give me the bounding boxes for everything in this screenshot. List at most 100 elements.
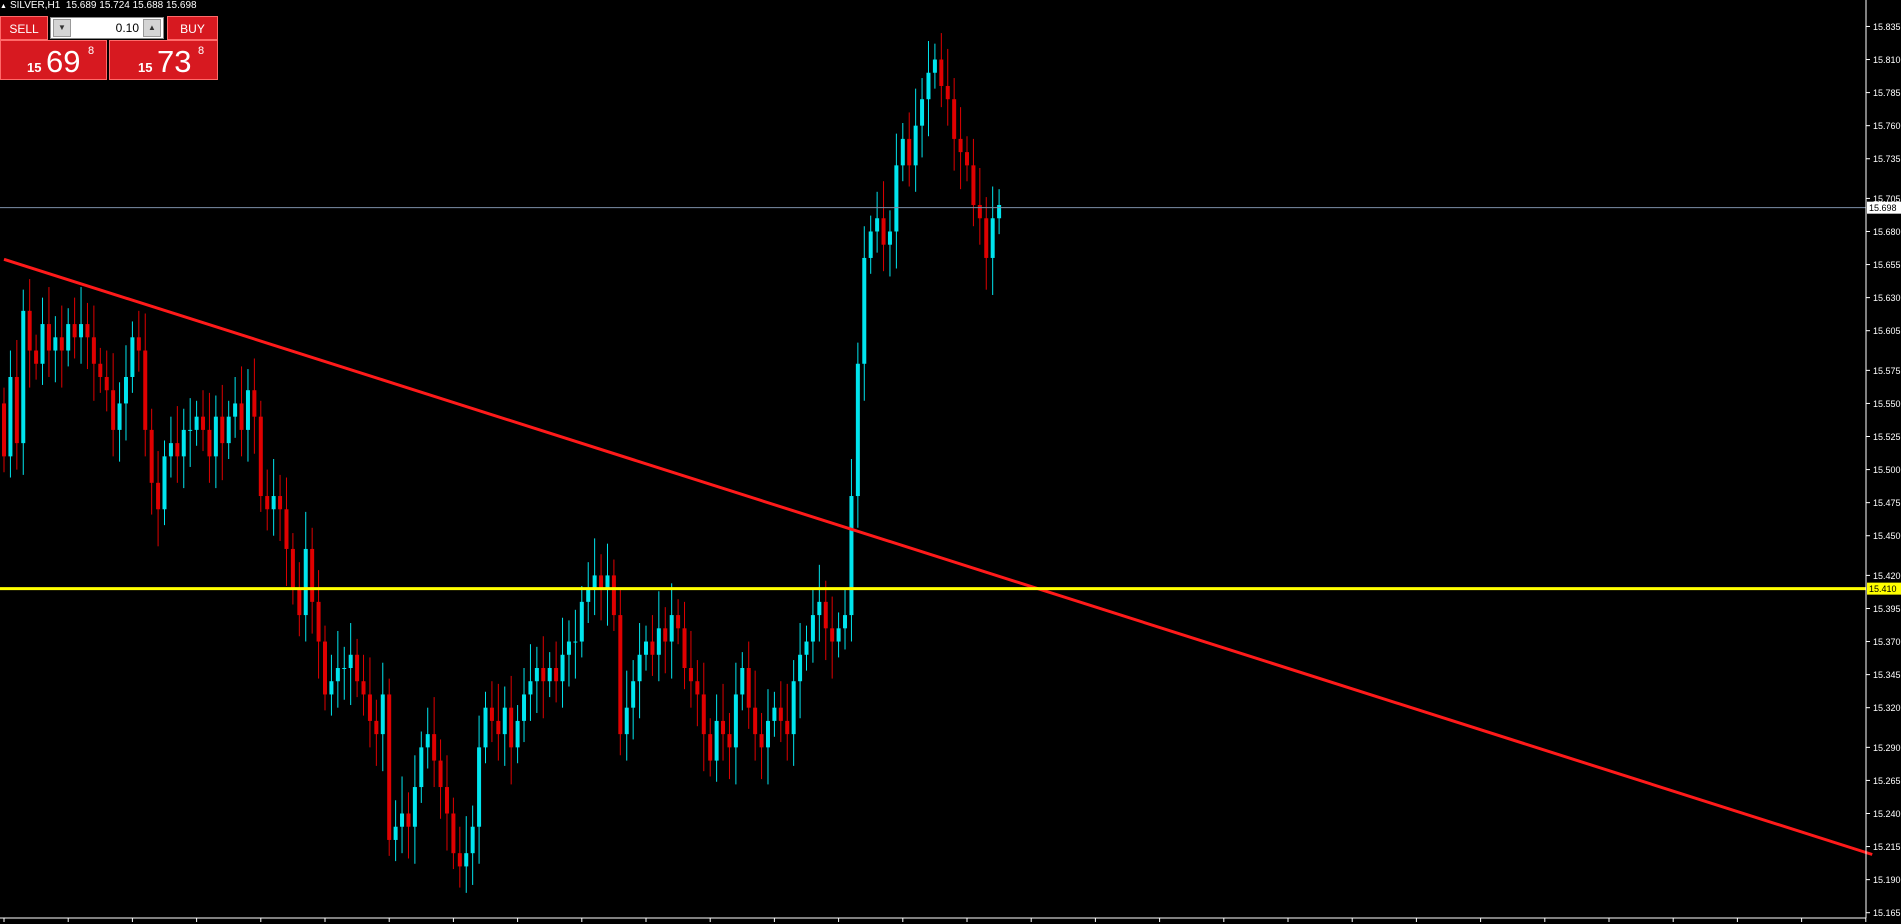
candle-bear bbox=[708, 734, 713, 761]
lot-increase-icon[interactable]: ▲ bbox=[143, 19, 161, 37]
candle-bull bbox=[804, 641, 809, 655]
sell-quote-suffix: 8 bbox=[88, 45, 95, 57]
candle-bull bbox=[932, 59, 937, 73]
candle-bull bbox=[637, 654, 642, 682]
candle-bear bbox=[830, 628, 835, 642]
candle-bear bbox=[759, 734, 764, 748]
candle-bear bbox=[618, 615, 623, 735]
candle-bull bbox=[765, 720, 770, 748]
candle-bull bbox=[226, 416, 231, 444]
candle-bull bbox=[380, 694, 385, 735]
candle-bull bbox=[855, 363, 860, 497]
candle-bull bbox=[245, 390, 250, 430]
candle-bear bbox=[72, 324, 77, 338]
candle-bear bbox=[823, 601, 828, 629]
candles-layer bbox=[2, 33, 1002, 893]
candle-bear bbox=[457, 853, 462, 867]
candle-bear bbox=[881, 218, 886, 245]
candle-bear bbox=[663, 628, 668, 642]
price-tick-label: 15.290 bbox=[1873, 743, 1901, 753]
lot-size-input[interactable]: 0.10 bbox=[115, 21, 139, 35]
candle-bear bbox=[945, 85, 950, 100]
candle-bull bbox=[213, 416, 218, 457]
candle-bull bbox=[843, 615, 848, 629]
candle-bear bbox=[444, 787, 449, 814]
candle-bull bbox=[483, 707, 488, 748]
sell-quote[interactable]: 15 69 8 bbox=[0, 40, 107, 80]
candle-bear bbox=[220, 416, 225, 444]
candle-bear bbox=[239, 403, 244, 430]
price-tick-label: 15.345 bbox=[1873, 670, 1901, 680]
candle-bear bbox=[688, 667, 693, 682]
candle-bull bbox=[502, 707, 507, 735]
candle-bull bbox=[997, 205, 1002, 219]
chart-header: ▲ SILVER,H1 15.689 15.724 15.688 15.698 bbox=[0, 0, 197, 12]
candle-bull bbox=[624, 707, 629, 735]
candle-bear bbox=[971, 165, 976, 206]
candle-bull bbox=[990, 218, 995, 258]
buy-quote-prefix: 15 bbox=[138, 60, 153, 75]
candle-bull bbox=[913, 125, 918, 166]
price-tick-label: 15.450 bbox=[1873, 531, 1901, 541]
price-tick-label: 15.760 bbox=[1873, 121, 1901, 131]
candle-bull bbox=[470, 826, 475, 854]
candle-bull bbox=[798, 654, 803, 682]
candle-bull bbox=[810, 615, 815, 642]
price-tick-label: 15.190 bbox=[1873, 875, 1901, 885]
candle-bear bbox=[554, 667, 559, 682]
candle-bear bbox=[104, 376, 109, 391]
candle-bull bbox=[566, 641, 571, 655]
candle-bear bbox=[387, 694, 392, 840]
collapse-triangle-icon[interactable]: ▲ bbox=[0, 3, 7, 10]
candle-bear bbox=[778, 707, 783, 721]
candle-bull bbox=[849, 496, 854, 616]
candle-bull bbox=[329, 681, 334, 695]
candle-bull bbox=[515, 720, 520, 748]
candle-bull bbox=[894, 165, 899, 232]
price-tick-label: 15.215 bbox=[1873, 842, 1901, 852]
candle-bull bbox=[733, 694, 738, 748]
price-tick-label: 15.475 bbox=[1873, 498, 1901, 508]
candle-bear bbox=[355, 654, 360, 682]
current-price-tag-bg bbox=[1867, 201, 1901, 214]
candle-bear bbox=[265, 496, 270, 510]
candle-bull bbox=[123, 376, 128, 404]
buy-quote-suffix: 8 bbox=[198, 45, 205, 57]
price-tick-label: 15.705 bbox=[1873, 194, 1901, 204]
candle-bull bbox=[605, 575, 610, 589]
candle-bear bbox=[297, 588, 302, 616]
candle-bear bbox=[432, 734, 437, 761]
candle-bear bbox=[59, 337, 64, 351]
candle-bear bbox=[438, 760, 443, 788]
price-tick-label: 15.165 bbox=[1873, 908, 1901, 918]
candle-bull bbox=[900, 138, 905, 166]
candle-bear bbox=[136, 337, 141, 351]
candle-bull bbox=[477, 747, 482, 827]
trendline[interactable] bbox=[3, 257, 1873, 856]
candle-bull bbox=[836, 628, 841, 642]
candle-bull bbox=[8, 376, 13, 457]
candle-bear bbox=[290, 548, 295, 589]
candle-bear bbox=[509, 707, 514, 748]
sell-button[interactable]: SELL bbox=[0, 16, 48, 40]
price-tick-label: 15.630 bbox=[1873, 293, 1901, 303]
buy-button[interactable]: BUY bbox=[167, 16, 218, 40]
candle-bear bbox=[753, 707, 758, 735]
buy-quote[interactable]: 15 73 8 bbox=[109, 40, 218, 80]
candle-bear bbox=[27, 310, 32, 351]
candle-bear bbox=[650, 641, 655, 655]
price-tick-label: 15.785 bbox=[1873, 88, 1901, 98]
candle-bear bbox=[316, 601, 321, 642]
candle-bull bbox=[740, 667, 745, 695]
candle-bear bbox=[149, 429, 154, 483]
candle-bear bbox=[682, 628, 687, 668]
candle-bear bbox=[727, 734, 732, 748]
candle-bull bbox=[887, 231, 892, 245]
lot-decrease-icon[interactable]: ▼ bbox=[53, 19, 71, 37]
candle-bull bbox=[868, 231, 873, 258]
candle-bear bbox=[451, 813, 456, 854]
candle-bull bbox=[348, 654, 353, 668]
lot-size-stepper[interactable]: ▼ 0.10 ▲ bbox=[50, 17, 164, 39]
ohlc-values: 15.689 15.724 15.688 15.698 bbox=[65, 0, 197, 11]
